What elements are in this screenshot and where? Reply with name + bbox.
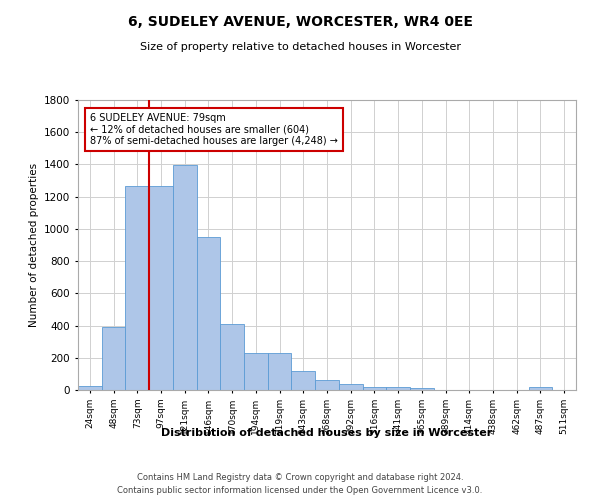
Bar (125, 186, 149, 390)
Y-axis label: Number of detached properties: Number of detached properties (29, 163, 38, 327)
Bar (410, 388, 434, 390)
Bar (362, 387, 386, 390)
Text: Size of property relative to detached houses in Worcester: Size of property relative to detached ho… (139, 42, 461, 52)
Bar (197, 237, 220, 390)
Text: Distribution of detached houses by size in Worcester: Distribution of detached houses by size … (161, 428, 493, 438)
Bar (102, 327, 125, 390)
Text: Contains public sector information licensed under the Open Government Licence v3: Contains public sector information licen… (118, 486, 482, 495)
Bar (315, 380, 339, 390)
Bar (173, 166, 197, 390)
Bar (149, 186, 173, 390)
Bar (292, 372, 315, 390)
Bar (220, 324, 244, 390)
Bar (339, 384, 362, 390)
Bar (529, 387, 552, 390)
Bar (78, 386, 102, 390)
Text: Contains HM Land Registry data © Crown copyright and database right 2024.: Contains HM Land Registry data © Crown c… (137, 472, 463, 482)
Text: 6, SUDELEY AVENUE, WORCESTER, WR4 0EE: 6, SUDELEY AVENUE, WORCESTER, WR4 0EE (128, 15, 473, 29)
Bar (386, 387, 410, 390)
Bar (268, 353, 292, 390)
Text: 6 SUDELEY AVENUE: 79sqm
← 12% of detached houses are smaller (604)
87% of semi-d: 6 SUDELEY AVENUE: 79sqm ← 12% of detache… (90, 113, 338, 146)
Bar (244, 353, 268, 390)
